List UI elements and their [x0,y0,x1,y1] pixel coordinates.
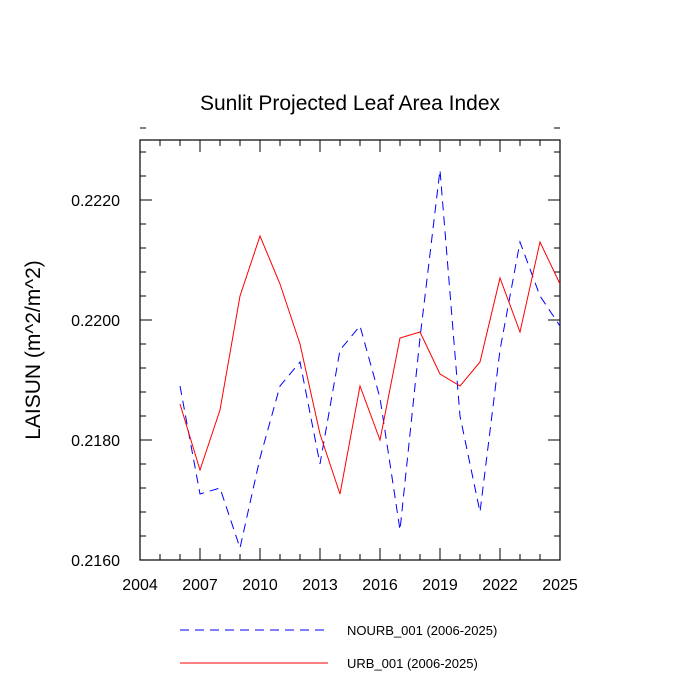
x-tick-label: 2022 [482,577,518,594]
legend-label-0: NOURB_001 (2006-2025) [347,623,497,638]
x-tick-label: 2016 [362,577,398,594]
y-tick-label: 0.2200 [71,313,120,330]
y-axis-label: LAISUN (m^2/m^2) [22,260,45,440]
series-line-1 [179,234,561,495]
plot-frame [139,139,561,561]
chart-title: Sunlit Projected Leaf Area Index [200,92,501,115]
x-tick-label: 2019 [422,577,458,594]
y-tick-label: 0.2180 [71,433,120,450]
y-tick-label: 0.2220 [71,193,120,210]
x-tick-label: 2025 [542,577,578,594]
legend: NOURB_001 (2006-2025) URB_001 (2006-2025) [180,623,497,671]
series-line-0 [179,169,561,550]
legend-label-1: URB_001 (2006-2025) [347,656,478,671]
plot-area: 2004 2007 2010 2013 2016 2019 2022 2025 0.2160 0.… [71,127,578,594]
x-tick-label: 2010 [242,577,278,594]
x-tick-label: 2013 [302,577,338,594]
x-tick-label: 2007 [182,577,218,594]
x-tick-label: 2004 [122,577,158,594]
y-tick-label: 0.2160 [71,553,120,570]
